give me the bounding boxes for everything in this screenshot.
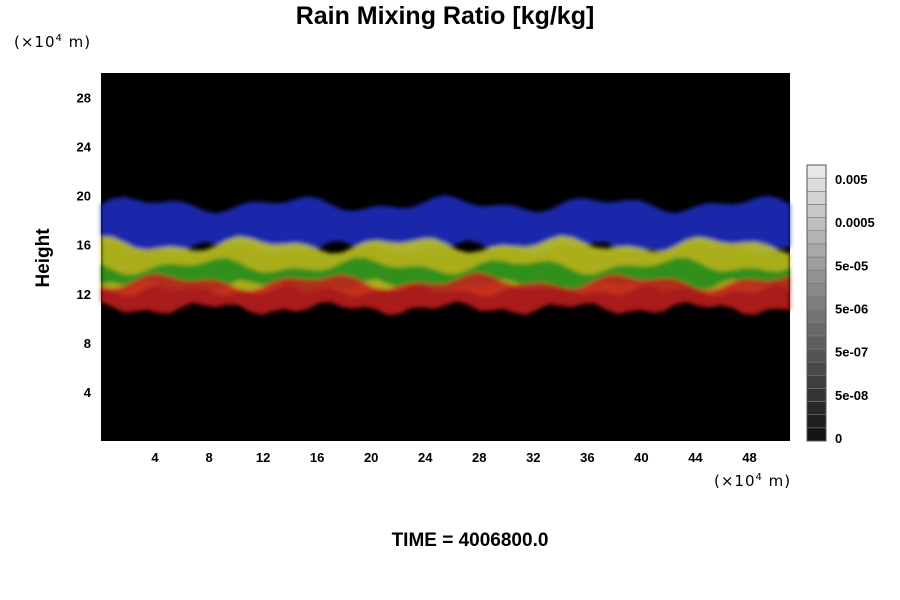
colorbar-segment (806, 190, 827, 205)
colorbar-segment (806, 414, 827, 429)
colorbar-segment (806, 204, 827, 218)
y-tick-label: 28 (77, 91, 91, 106)
colorbar-label: 0.0005 (835, 215, 875, 230)
x-tick-label: 8 (205, 450, 212, 465)
x-tick-label: 4 (151, 450, 159, 465)
colorbar-segment (806, 401, 827, 416)
colorbar-segment (806, 388, 827, 402)
colorbar-label: 5e-08 (835, 388, 868, 403)
colorbar-segment (806, 230, 827, 245)
colorbar-segment (806, 256, 827, 271)
y-tick-label: 4 (84, 385, 92, 400)
x-tick-label: 32 (526, 450, 540, 465)
colorbar-label: 5e-07 (835, 345, 868, 360)
x-tick-label: 44 (688, 450, 703, 465)
y-tick-label: 24 (77, 140, 92, 155)
y-tick-label: 8 (84, 336, 91, 351)
colorbar-segment (806, 217, 827, 232)
colorbar-segment (806, 427, 827, 442)
y-tick-label: 16 (77, 238, 91, 253)
colorbar-segment (806, 348, 827, 363)
chart-title: Rain Mixing Ratio [kg/kg] (295, 2, 595, 30)
y-axis-unit: (×104 m) (14, 33, 92, 51)
y-tick-label: 12 (77, 287, 91, 302)
x-axis-unit: (×104 m) (714, 472, 792, 490)
colorbar-label: 5e-05 (835, 258, 868, 273)
colorbar-segment (806, 177, 827, 192)
x-tick-label: 16 (310, 450, 324, 465)
colorbar-segment (806, 322, 827, 337)
x-tick-label: 48 (742, 450, 756, 465)
colorbar-segment (806, 269, 827, 284)
colorbar-label: 5e-06 (835, 302, 868, 317)
cloud-layer-0 (101, 195, 790, 255)
cloud-layer-3 (101, 272, 790, 316)
colorbar-segment (806, 282, 827, 297)
y-tick-label: 20 (77, 189, 91, 204)
x-tick-label: 40 (634, 450, 648, 465)
colorbar-label: 0 (835, 431, 842, 446)
x-tick-label: 12 (256, 450, 270, 465)
colorbar-segment (806, 296, 827, 310)
colorbar-segment (806, 374, 827, 389)
colorbar-segment (806, 309, 827, 324)
colorbar-frame (806, 164, 827, 442)
colorbar-segment (806, 164, 827, 179)
x-tick-label: 20 (364, 450, 378, 465)
colorbar-segment (806, 335, 827, 350)
x-tick-label: 28 (472, 450, 486, 465)
x-tick-label: 36 (580, 450, 594, 465)
x-tick-label: 24 (418, 450, 433, 465)
colorbar-label: 0.005 (835, 172, 868, 187)
colorbar-segment (806, 361, 827, 376)
colorbar-segment (806, 243, 827, 258)
time-label: TIME = 4006800.0 (391, 530, 549, 551)
